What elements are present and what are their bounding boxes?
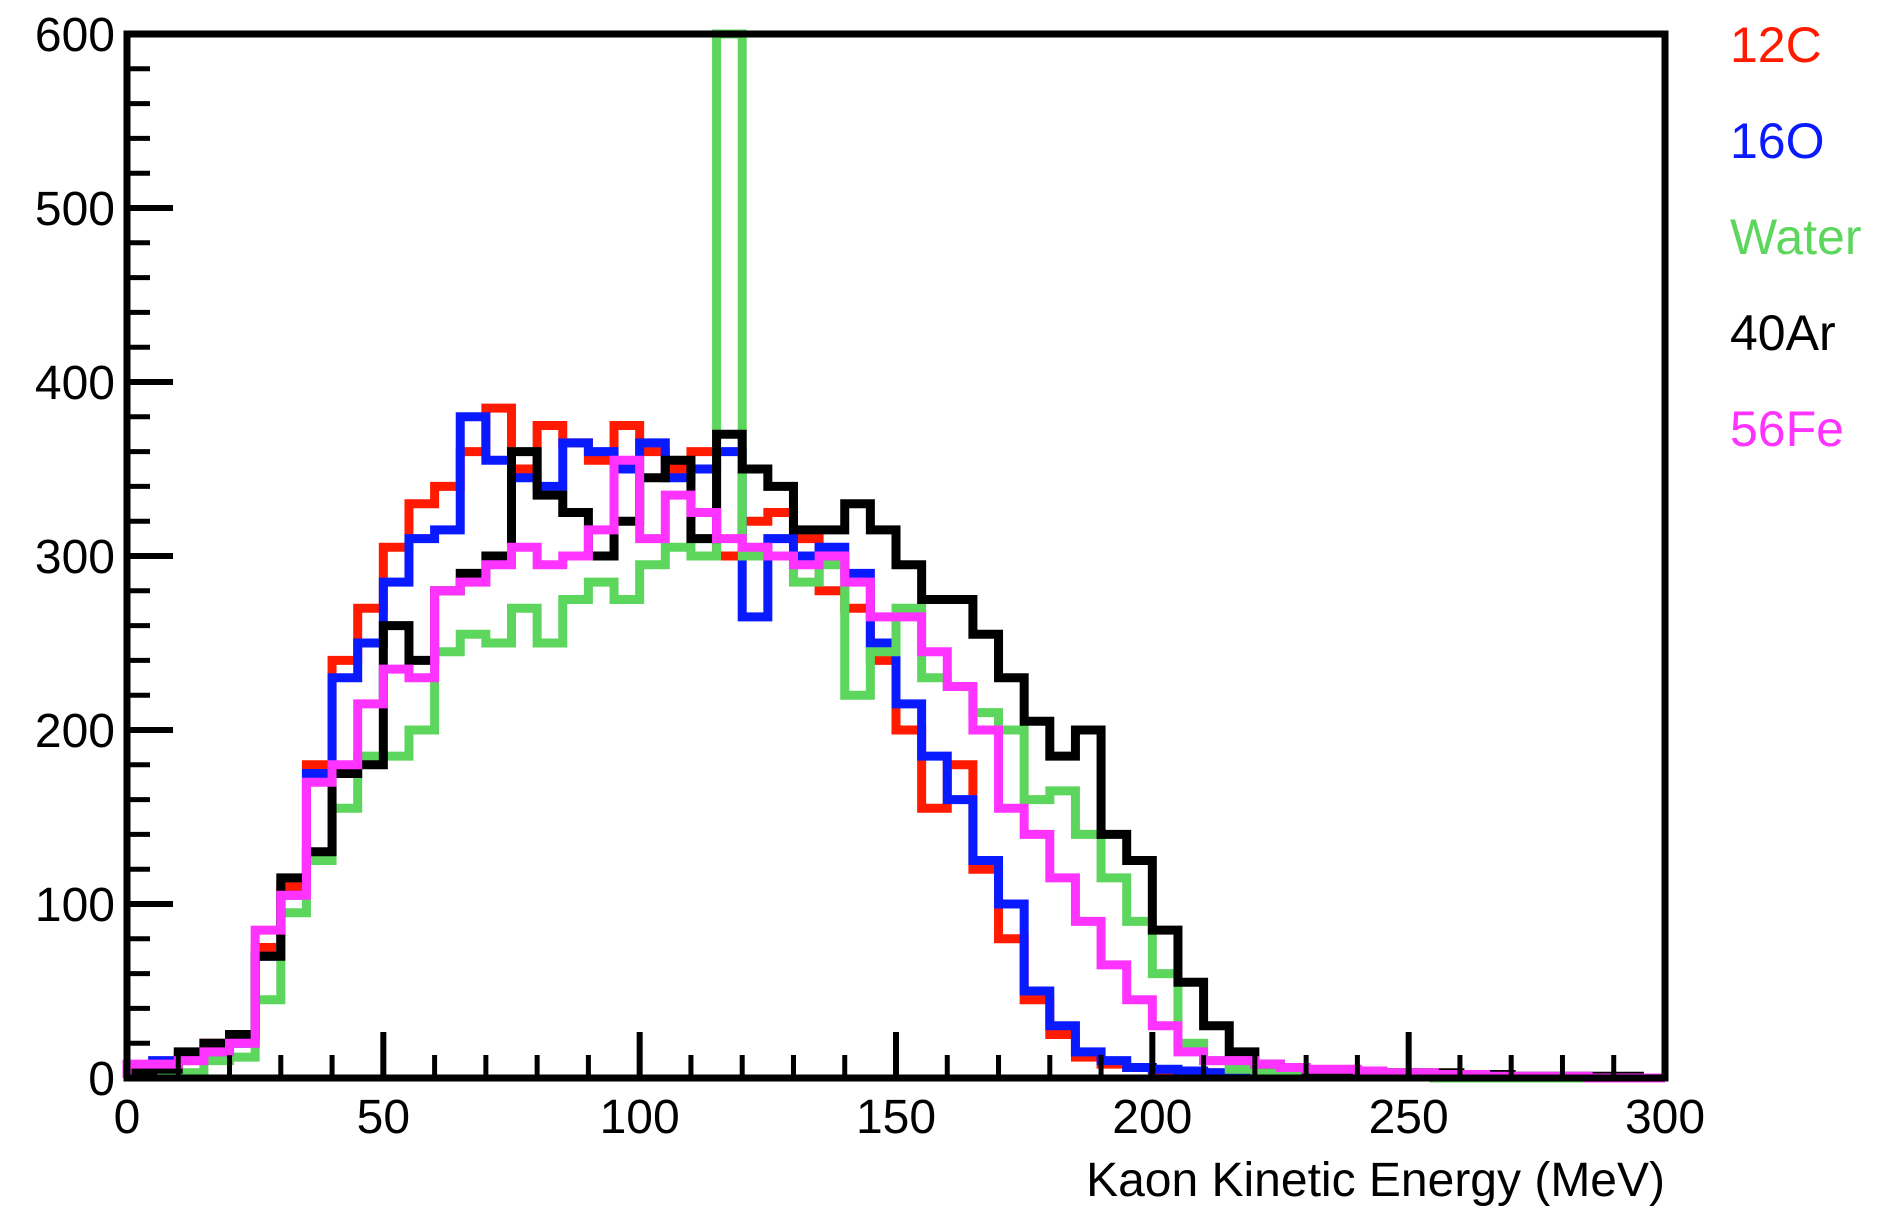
y-tick-label: 100: [35, 879, 115, 932]
x-tick-label: 200: [1112, 1091, 1192, 1144]
x-tick-label: 250: [1369, 1091, 1449, 1144]
x-tick-label: 150: [856, 1091, 936, 1144]
series-line-56fe: [122, 455, 1665, 1083]
x-tick-label: 100: [600, 1091, 680, 1144]
x-tick-label: 300: [1625, 1091, 1705, 1144]
y-tick-label: 600: [35, 9, 115, 62]
series-line-water: [122, 29, 1665, 1083]
legend-label-40ar: 40Ar: [1730, 305, 1836, 361]
legend-label-16o: 16O: [1730, 113, 1825, 169]
x-tick-label: 50: [357, 1091, 410, 1144]
legend-label-12c: 12C: [1730, 17, 1822, 73]
legend: 12C 16O Water 40Ar 56Fe: [1730, 17, 1862, 457]
y-tick-label: 300: [35, 531, 115, 584]
y-tick-label: 500: [35, 183, 115, 236]
legend-label-56fe: 56Fe: [1730, 401, 1844, 457]
y-axis: 0 100 200 300 400 500 600: [35, 9, 173, 1106]
legend-label-water: Water: [1730, 209, 1862, 265]
y-tick-label: 200: [35, 705, 115, 758]
x-axis-title: Kaon Kinetic Energy (MeV): [1086, 1154, 1665, 1207]
y-tick-label: 400: [35, 357, 115, 410]
series-layer: [122, 29, 1665, 1083]
x-axis: 0 50 100 150 200 250 300: [114, 1032, 1705, 1144]
y-tick-label: 0: [88, 1053, 115, 1106]
x-tick-label: 0: [114, 1091, 141, 1144]
